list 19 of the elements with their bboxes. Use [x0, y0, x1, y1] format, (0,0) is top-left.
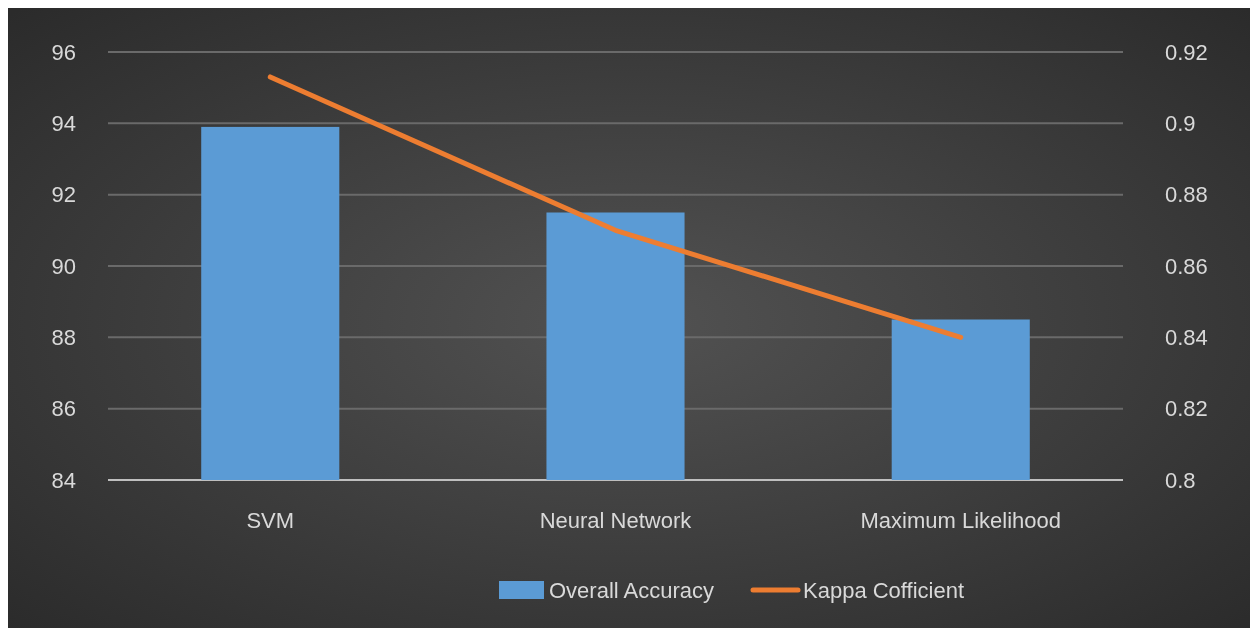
- x-tick-label: SVM: [246, 508, 295, 533]
- x-tick-label: Neural Network: [539, 508, 693, 533]
- y2-tick-label: 0.82: [1165, 396, 1208, 422]
- y-tick-label: 92: [51, 182, 76, 208]
- y-tick-label: 86: [51, 396, 76, 422]
- y-tick-label: 88: [51, 325, 76, 351]
- y2-tick-label: 0.86: [1165, 253, 1208, 279]
- y-tick-label: 90: [51, 253, 76, 279]
- y2-tick-label: 0.92: [1165, 39, 1208, 65]
- y-tick-label: 96: [51, 39, 76, 65]
- y2-tick-label: 0.9: [1165, 111, 1196, 137]
- legend-label: Overall Accuracy: [549, 577, 715, 603]
- y2-tick-label: 0.8: [1165, 467, 1196, 493]
- x-tick-label: Maximum Likelihood: [860, 508, 1061, 533]
- y-tick-label: 84: [51, 467, 76, 493]
- y-tick-label: 94: [51, 111, 76, 137]
- y2-tick-label: 0.88: [1165, 182, 1208, 208]
- y2-tick-label: 0.84: [1165, 325, 1208, 351]
- legend-label: Kappa Cofficient: [803, 577, 965, 603]
